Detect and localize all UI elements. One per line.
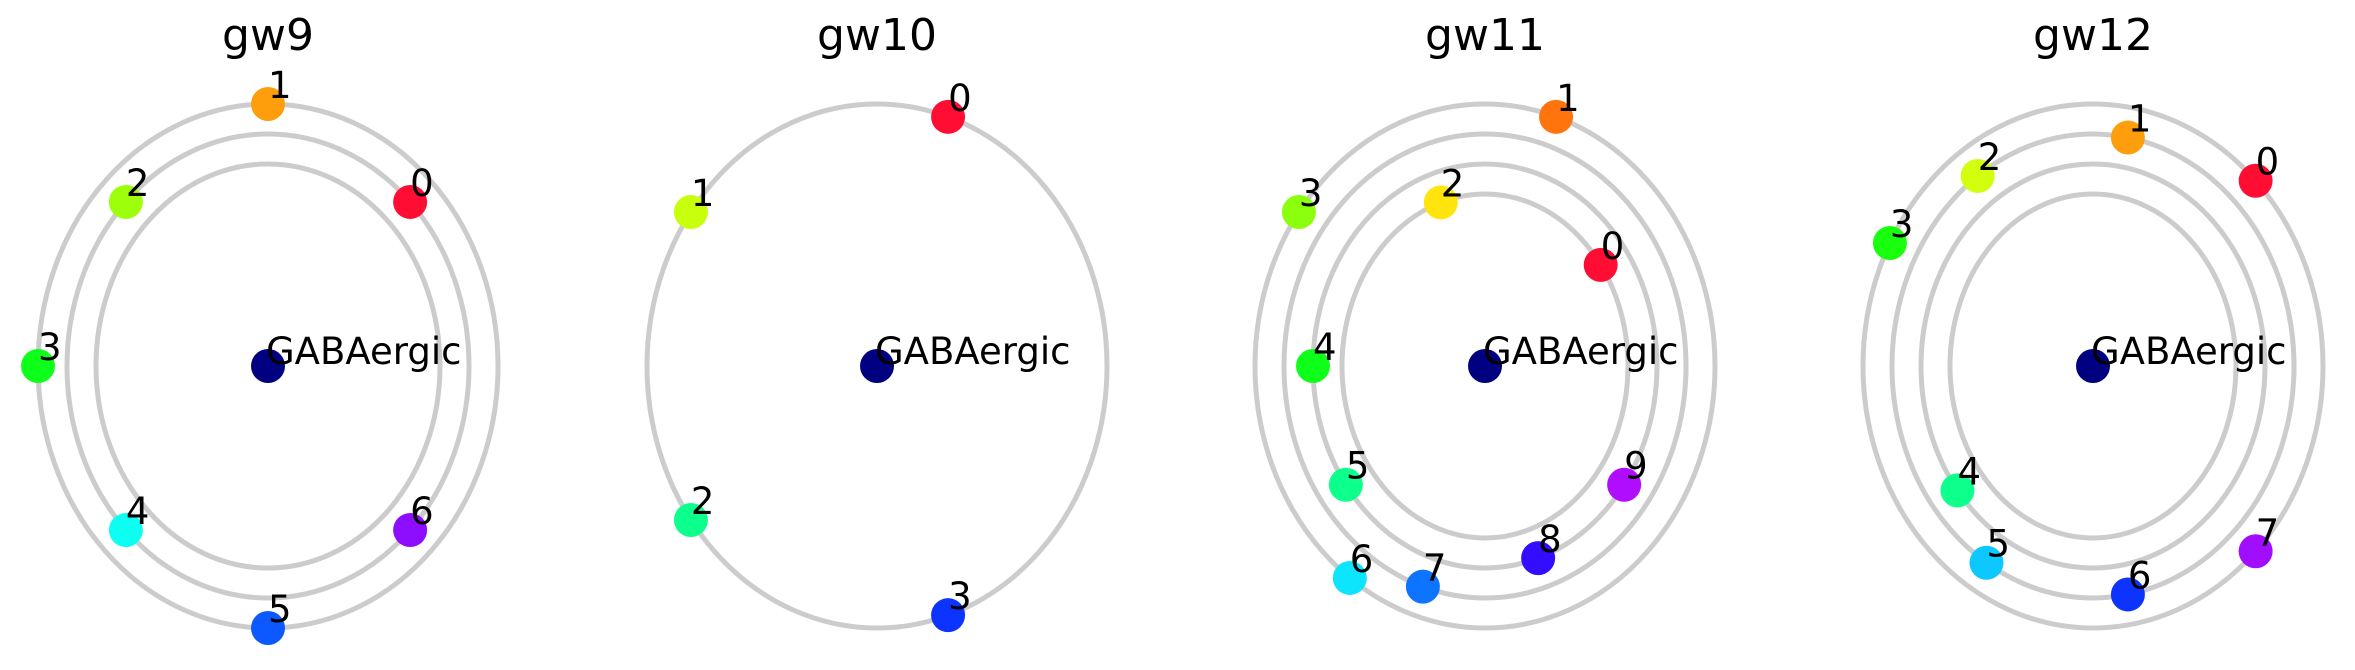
center-node-label: GABAergic: [266, 330, 461, 373]
orbit-ring-3: [1889, 131, 2297, 601]
node-3: [1281, 195, 1316, 230]
network-panel-gw11: gw11 GABAergic 0 1 2 3 4 5 6 7 8 9: [1252, 10, 1718, 631]
orbit-ring-1: [1947, 191, 2239, 541]
node-label-2: 2: [1978, 136, 2002, 179]
node-label-9: 9: [1624, 445, 1648, 488]
orbit-ring-1: [93, 161, 443, 571]
node-0: [931, 99, 966, 134]
node-0: [1583, 247, 1618, 282]
panel-title: gw11: [1425, 10, 1545, 61]
node-label-1: 1: [268, 64, 292, 107]
node-label-3: 3: [948, 575, 972, 618]
node-label-5: 5: [1346, 445, 1370, 488]
node-label-3: 3: [1890, 203, 1914, 246]
node-label-1: 1: [2128, 98, 2152, 141]
node-label-6: 6: [410, 490, 434, 533]
node-4: [1296, 349, 1330, 383]
network-panel-gw9: gw9 GABAergic 0 1 2 3 4 5 6: [21, 10, 501, 645]
node-6: [1332, 560, 1367, 595]
orbit-ring-2: [1918, 161, 2268, 571]
node-3: [21, 349, 55, 383]
node-label-1: 1: [691, 172, 715, 215]
node-0: [2238, 163, 2273, 198]
node-label-6: 6: [1350, 538, 1374, 581]
orbit-ring-3: [1281, 131, 1689, 601]
node-7: [1405, 569, 1440, 604]
panel-title: gw12: [2033, 10, 2153, 61]
node-2: [673, 502, 708, 537]
node-3: [1872, 225, 1907, 260]
orbit-ring-1: [644, 101, 1110, 631]
node-1: [673, 195, 708, 230]
node-1: [2110, 120, 2145, 155]
orbit-ring-4: [1860, 101, 2326, 631]
node-label-7: 7: [2256, 511, 2280, 554]
node-1: [1539, 99, 1574, 134]
orbit-ring-1: [1339, 191, 1631, 541]
center-node-label: GABAergic: [875, 330, 1070, 373]
node-7: [2238, 534, 2273, 569]
node-4: [1940, 473, 1975, 508]
center-node-label: GABAergic: [1483, 330, 1678, 373]
node-label-2: 2: [691, 480, 715, 523]
node-label-0: 0: [948, 77, 972, 120]
center-node: [1468, 349, 1502, 383]
center-node: [2076, 349, 2110, 383]
node-5: [1328, 467, 1363, 502]
node-3: [931, 598, 966, 633]
node-9: [1607, 467, 1642, 502]
node-8: [1521, 541, 1556, 576]
node-label-2: 2: [126, 162, 150, 205]
center-node: [860, 349, 894, 383]
node-5: [251, 611, 285, 645]
node-5: [1969, 545, 2004, 580]
node-2: [108, 184, 143, 219]
node-2: [1423, 185, 1458, 220]
orbit-ring-2: [64, 131, 472, 601]
node-6: [2110, 577, 2145, 612]
node-label-5: 5: [268, 588, 292, 631]
orbit-ring-4: [1252, 101, 1718, 631]
center-node: [251, 349, 285, 383]
node-0: [393, 184, 428, 219]
node-1: [251, 87, 285, 121]
node-label-4: 4: [126, 490, 150, 533]
node-6: [393, 513, 428, 548]
node-label-3: 3: [1299, 172, 1323, 215]
node-label-6: 6: [2128, 554, 2152, 597]
node-label-8: 8: [1538, 518, 1562, 561]
panel-title: gw9: [222, 10, 314, 61]
node-label-0: 0: [410, 162, 434, 205]
node-label-4: 4: [1313, 326, 1337, 369]
network-panel-gw10: gw10 GABAergic 0 1 2 3: [644, 10, 1110, 633]
node-label-0: 0: [1601, 225, 1625, 268]
center-node-label: GABAergic: [2091, 330, 2286, 373]
node-label-1: 1: [1556, 77, 1580, 120]
node-label-3: 3: [38, 326, 62, 369]
node-4: [108, 513, 143, 548]
node-2: [1960, 158, 1995, 193]
node-label-0: 0: [2256, 141, 2280, 184]
panel-title: gw10: [817, 10, 937, 61]
node-label-7: 7: [1423, 547, 1447, 590]
node-label-5: 5: [1986, 523, 2010, 566]
node-label-4: 4: [1957, 450, 1981, 493]
network-panel-gw12: gw12 GABAergic 0 1 2 3 45 6 7: [1860, 10, 2326, 631]
node-label-2: 2: [1441, 162, 1465, 205]
